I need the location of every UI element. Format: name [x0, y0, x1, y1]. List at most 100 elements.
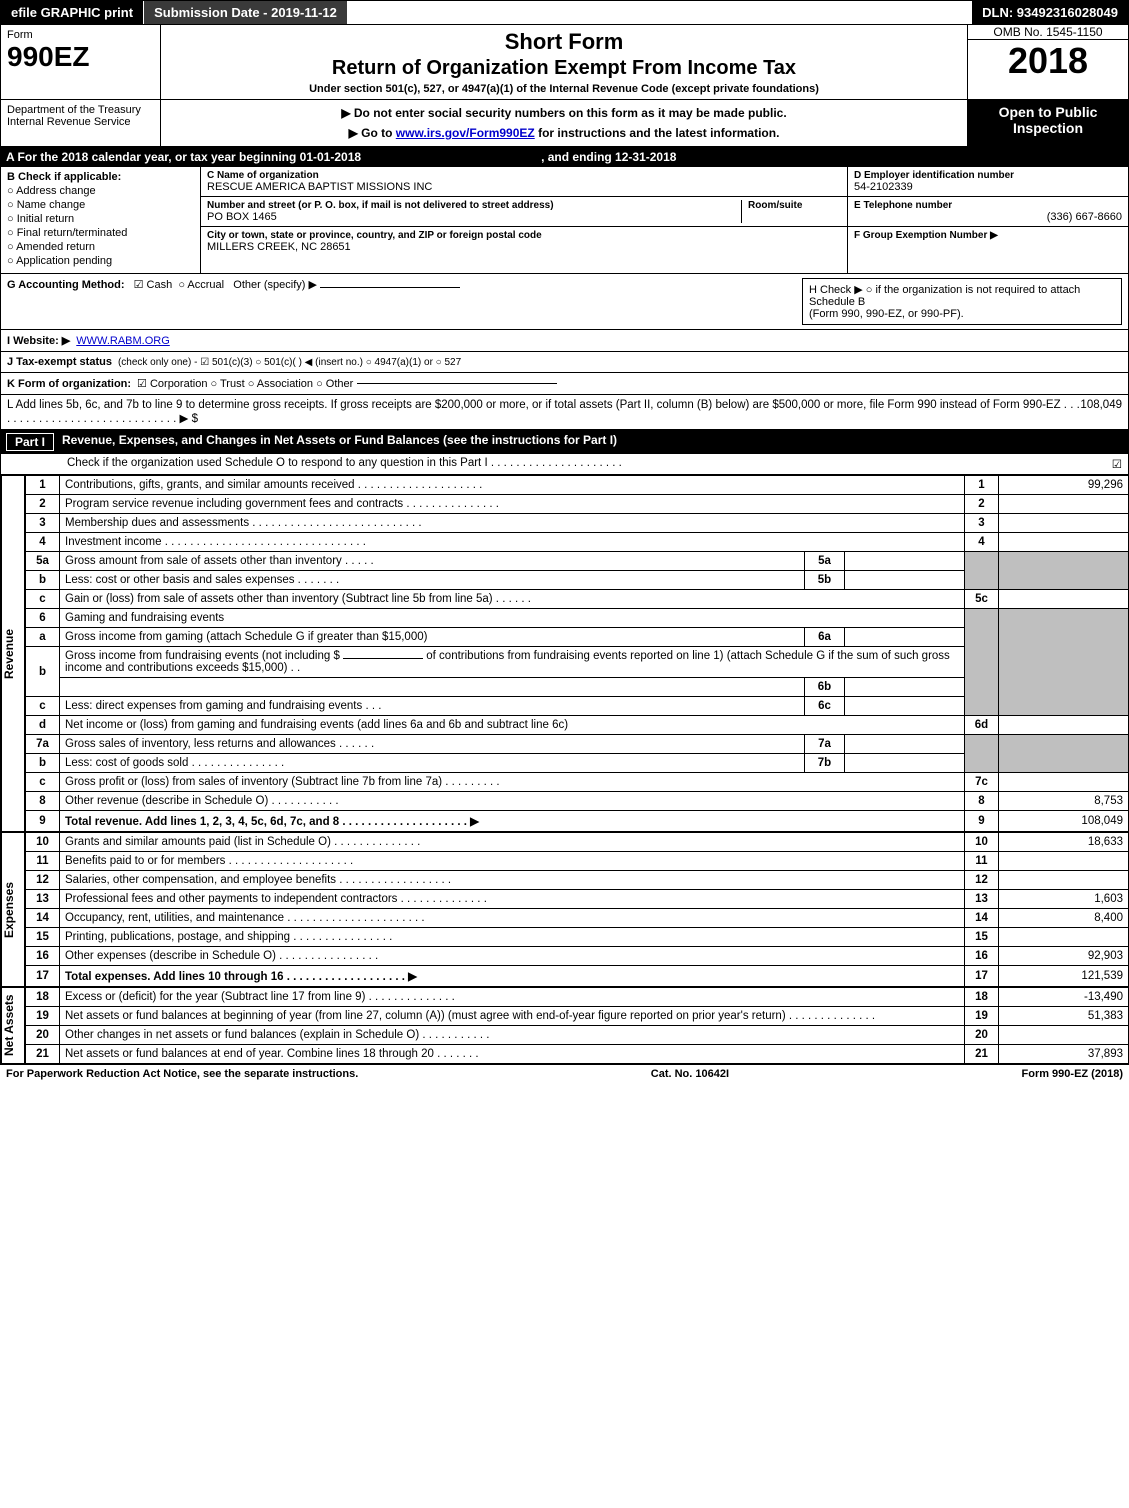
- line-20: 20Other changes in net assets or fund ba…: [26, 1026, 1129, 1045]
- line-4-desc: Investment income . . . . . . . . . . . …: [60, 533, 965, 552]
- line-4-code: 4: [965, 533, 999, 552]
- line-19-code: 19: [965, 1007, 999, 1026]
- line-21-code: 21: [965, 1045, 999, 1064]
- line-7b-num: b: [26, 754, 60, 773]
- line-6b-sub: 6b: [26, 678, 1129, 697]
- line-1-code: 1: [965, 476, 999, 495]
- line-12: 12Salaries, other compensation, and empl…: [26, 871, 1129, 890]
- check-address-change[interactable]: Address change: [7, 185, 194, 197]
- line-21: 21Net assets or fund balances at end of …: [26, 1045, 1129, 1064]
- line-3: 3Membership dues and assessments . . . .…: [26, 514, 1129, 533]
- line-13-code: 13: [965, 890, 999, 909]
- line-6a: aGross income from gaming (attach Schedu…: [26, 628, 1129, 647]
- line-6b-blank[interactable]: [343, 658, 423, 659]
- check-b-title: B Check if applicable:: [7, 171, 194, 183]
- tax-year-row: A For the 2018 calendar year, or tax yea…: [0, 147, 1129, 167]
- line-7b-subval: [845, 754, 965, 773]
- line-14-amount: 8,400: [999, 909, 1129, 928]
- line-5c-num: c: [26, 590, 60, 609]
- line-5a-subnum: 5a: [805, 552, 845, 571]
- other-org-line[interactable]: [357, 383, 557, 384]
- line-16-code: 16: [965, 947, 999, 966]
- other-specify-line[interactable]: [320, 287, 460, 288]
- tax-exempt-detail: (check only one) - ☑ 501(c)(3) ○ 501(c)(…: [118, 357, 461, 368]
- org-city-block: City or town, state or province, country…: [201, 227, 847, 256]
- line-20-desc: Other changes in net assets or fund bala…: [60, 1026, 965, 1045]
- line-21-num: 21: [26, 1045, 60, 1064]
- line-14-num: 14: [26, 909, 60, 928]
- expenses-side-label: Expenses: [1, 832, 25, 987]
- line-13-desc: Professional fees and other payments to …: [60, 890, 965, 909]
- ein-block: D Employer identification number 54-2102…: [848, 167, 1128, 197]
- line-12-num: 12: [26, 871, 60, 890]
- line-7c-desc: Gross profit or (loss) from sales of inv…: [60, 773, 965, 792]
- line-14: 14Occupancy, rent, utilities, and mainte…: [26, 909, 1129, 928]
- line-2-code: 2: [965, 495, 999, 514]
- line-16-amount: 92,903: [999, 947, 1129, 966]
- title-cell: Short Form Return of Organization Exempt…: [161, 25, 968, 99]
- line-7a: 7aGross sales of inventory, less returns…: [26, 735, 1129, 754]
- line-6b-desc1: Gross income from fundraising events (no…: [60, 647, 965, 678]
- line-6d-desc: Net income or (loss) from gaming and fun…: [60, 716, 965, 735]
- check-application-pending[interactable]: Application pending: [7, 255, 194, 267]
- net-assets-side-label: Net Assets: [1, 987, 25, 1064]
- line-6d-amount: [999, 716, 1129, 735]
- line-16: 16Other expenses (describe in Schedule O…: [26, 947, 1129, 966]
- line-7b-subnum: 7b: [805, 754, 845, 773]
- form-header-row2: Department of the Treasury Internal Reve…: [0, 100, 1129, 147]
- revenue-side-label: Revenue: [1, 475, 25, 832]
- part-i-checkbox[interactable]: ☑: [1112, 457, 1122, 471]
- line-21-amount: 37,893: [999, 1045, 1129, 1064]
- line-6-num: 6: [26, 609, 60, 628]
- line-5a-subval: [845, 552, 965, 571]
- line-6c-num: c: [26, 697, 60, 716]
- line-13-num: 13: [26, 890, 60, 909]
- line-8: 8Other revenue (describe in Schedule O) …: [26, 792, 1129, 811]
- accrual-checkbox[interactable]: ○ Accrual: [178, 279, 224, 291]
- line-6b-d1: Gross income from fundraising events (no…: [65, 650, 340, 662]
- check-amended-return[interactable]: Amended return: [7, 241, 194, 253]
- website-link[interactable]: WWW.RABM.ORG: [76, 335, 170, 347]
- line-6b-subval: [845, 678, 965, 697]
- page-footer: For Paperwork Reduction Act Notice, see …: [0, 1064, 1129, 1083]
- check-name-change[interactable]: Name change: [7, 199, 194, 211]
- department-cell: Department of the Treasury Internal Reve…: [1, 100, 161, 146]
- part-i-check-row: Check if the organization used Schedule …: [0, 454, 1129, 475]
- line-6a-desc: Gross income from gaming (attach Schedul…: [60, 628, 805, 647]
- efile-print-button[interactable]: efile GRAPHIC print: [1, 1, 144, 24]
- other-specify[interactable]: Other (specify) ▶: [233, 279, 317, 291]
- line-7b: bLess: cost of goods sold . . . . . . . …: [26, 754, 1129, 773]
- line-6d-num: d: [26, 716, 60, 735]
- line-5c: cGain or (loss) from sale of assets othe…: [26, 590, 1129, 609]
- line-6a-subnum: 6a: [805, 628, 845, 647]
- line-10-num: 10: [26, 833, 60, 852]
- line-13: 13Professional fees and other payments t…: [26, 890, 1129, 909]
- org-city-label: City or town, state or province, country…: [207, 230, 841, 241]
- row-j: J Tax-exempt status (check only one) - ☑…: [1, 352, 1128, 373]
- irs-link[interactable]: www.irs.gov/Form990EZ: [396, 126, 535, 140]
- line-6a-subval: [845, 628, 965, 647]
- line-9-code: 9: [965, 811, 999, 832]
- line-3-amount: [999, 514, 1129, 533]
- line-2-num: 2: [26, 495, 60, 514]
- part-i-label: Part I: [6, 433, 54, 451]
- website-label: I Website: ▶: [7, 334, 70, 347]
- line-4: 4Investment income . . . . . . . . . . .…: [26, 533, 1129, 552]
- line-5a: 5aGross amount from sale of assets other…: [26, 552, 1129, 571]
- check-final-return[interactable]: Final return/terminated: [7, 227, 194, 239]
- short-form-title: Short Form: [167, 29, 961, 55]
- notice-ssn: ▶ Do not enter social security numbers o…: [167, 106, 961, 120]
- notices-cell: ▶ Do not enter social security numbers o…: [161, 100, 968, 146]
- line-1: 1Contributions, gifts, grants, and simil…: [26, 476, 1129, 495]
- footer-left: For Paperwork Reduction Act Notice, see …: [6, 1068, 358, 1080]
- line-15: 15Printing, publications, postage, and s…: [26, 928, 1129, 947]
- form-number: 990EZ: [7, 41, 154, 73]
- line-15-desc: Printing, publications, postage, and shi…: [60, 928, 965, 947]
- line-5b-subnum: 5b: [805, 571, 845, 590]
- cash-checkbox[interactable]: ☑ Cash: [134, 279, 173, 291]
- line-16-num: 16: [26, 947, 60, 966]
- line-7a-num: 7a: [26, 735, 60, 754]
- check-initial-return[interactable]: Initial return: [7, 213, 194, 225]
- line-9: 9Total revenue. Add lines 1, 2, 3, 4, 5c…: [26, 811, 1129, 832]
- notice-goto-pre: ▶ Go to: [349, 126, 396, 140]
